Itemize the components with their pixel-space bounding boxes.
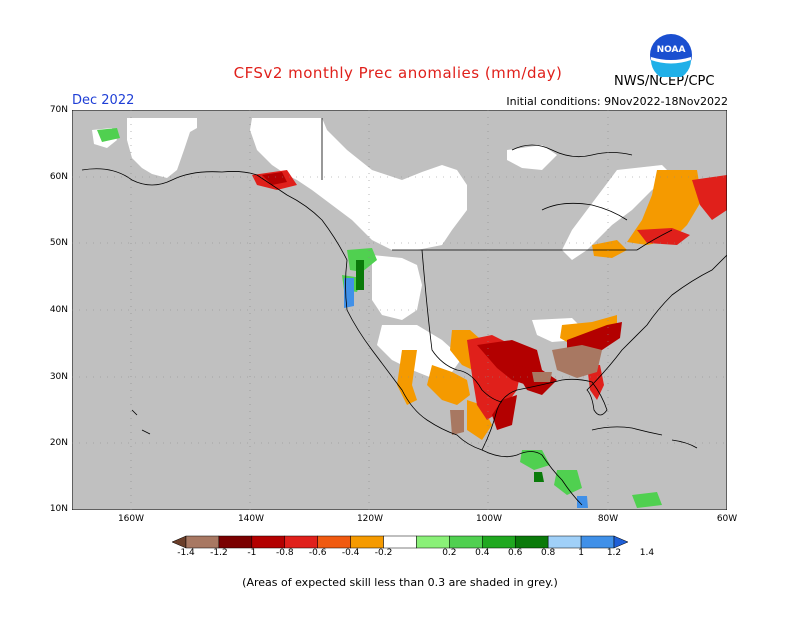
lon-label: 160W [117,514,145,524]
lon-label: 140W [237,514,265,524]
colorbar-segment [383,535,417,549]
lon-label: 100W [475,514,503,524]
lat-label: 30N [49,372,68,382]
lon-label: 60W [716,514,738,524]
colorbar-segment [350,535,384,549]
noaa-logo: NOAA [650,34,692,77]
lat-label: 40N [49,305,68,315]
colorbar-label: -0.2 [374,548,393,558]
colorbar-label: 1.2 [606,548,622,558]
colorbar-segment [284,535,318,549]
colorbar-segment [416,535,450,549]
colorbar-label: 0.6 [508,548,523,558]
lat-label: 70N [49,105,68,115]
colorbar [172,535,628,549]
lat-label: 10N [49,504,68,514]
colorbar-label: 0.2 [442,548,457,558]
svg-text:NOAA: NOAA [657,45,686,55]
colorbar-label: 1 [578,548,584,558]
coastlines [81,118,727,506]
colorbar-segment [547,535,582,549]
lat-label: 20N [49,438,68,448]
colorbar-label: -0.8 [275,548,294,558]
colorbar-arrow-left [172,535,187,549]
white-regions [92,118,672,378]
lon-label: 80W [597,514,619,524]
initial-conditions: Initial conditions: 9Nov2022-18Nov2022 [506,95,728,108]
forecast-month: Dec 2022 [72,93,135,108]
colorbar-label: 0.4 [475,548,490,558]
colorbar-label: 1.4 [639,548,655,558]
lat-label: 50N [49,238,68,248]
colorbar-segment [482,535,516,549]
colorbar-label: -0.6 [308,548,327,558]
darkgreen-regions [356,260,544,482]
colorbar-label: -1 [247,548,257,558]
colorbar-segment [580,535,615,549]
colorbar-segment [317,535,351,549]
blue-regions [344,278,588,508]
chart-title: CFSv2 monthly Prec anomalies (mm/day) [233,64,563,82]
colorbar-label: 0.8 [540,548,556,558]
colorbar-label: -0.4 [341,548,360,558]
colorbar-label: -1.4 [177,548,195,558]
colorbar-segment [185,535,220,549]
lat-label: 60N [49,172,68,182]
agency-label: NWS/NCEP/CPC [614,74,715,89]
skill-note: (Areas of expected skill less than 0.3 a… [242,576,558,589]
colorbar-label: -1.2 [210,548,228,558]
anomaly-map [72,110,727,510]
colorbar-segment [218,535,253,549]
colorbar-segment [251,535,286,549]
colorbar-segment [449,535,483,549]
colorbar-arrow-right [613,535,628,549]
lon-label: 120W [356,514,384,524]
colorbar-segment [514,535,549,549]
darkred-regions [262,172,622,430]
